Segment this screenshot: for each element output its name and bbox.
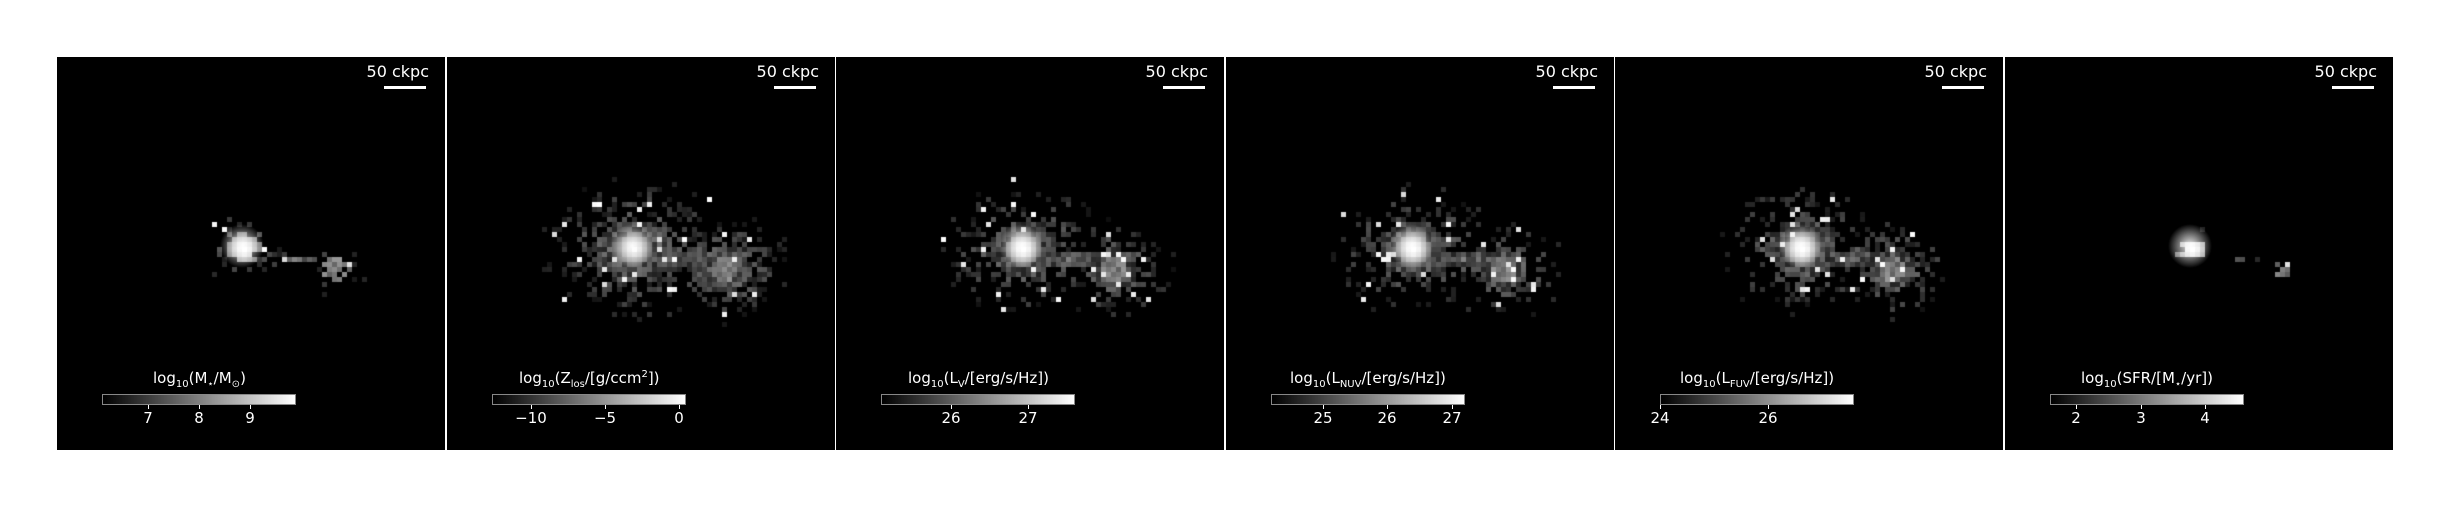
image-panel-5: 50 ckpc log10(LFUV/[erg/s/Hz]) 24 26 <box>1615 57 2003 450</box>
colorbar-tick-label: 0 <box>674 409 684 427</box>
colorbar-tick-label: 9 <box>245 409 255 427</box>
colorbar-title: log10(LNUV/[erg/s/Hz]) <box>1290 369 1446 390</box>
colorbar <box>1271 394 1465 405</box>
colorbar <box>1660 394 1854 405</box>
colorbar-title: log10(LV/[erg/s/Hz]) <box>908 369 1050 390</box>
colorbar-tick <box>2076 405 2077 409</box>
colorbar-tick <box>148 405 149 409</box>
colorbar-tick-label: 27 <box>1442 409 1462 427</box>
colorbar-tick <box>1323 405 1324 409</box>
scale-bar <box>384 86 426 89</box>
scale-bar-label: 50 ckpc <box>756 62 819 81</box>
colorbar <box>102 394 296 405</box>
colorbar-tick-label: 25 <box>1313 409 1333 427</box>
colorbar-tick-label: 27 <box>1018 409 1038 427</box>
colorbar-tick <box>2205 405 2206 409</box>
colorbar-tick <box>1387 405 1388 409</box>
image-panel-6: 50 ckpc log10(SFR/[M⋆/yr]) 2 3 4 <box>2005 57 2393 450</box>
colorbar <box>881 394 1075 405</box>
image-panel-4: 50 ckpc log10(LNUV/[erg/s/Hz]) 25 26 27 <box>1226 57 1614 450</box>
colorbar-tick <box>2141 405 2142 409</box>
map-image <box>836 57 1224 450</box>
scale-bar <box>2332 86 2374 89</box>
colorbar-tick-label: −5 <box>593 409 617 427</box>
colorbar <box>2050 394 2244 405</box>
colorbar-title: log10(SFR/[M⋆/yr]) <box>2081 369 2213 390</box>
colorbar-tick <box>250 405 251 409</box>
colorbar-tick <box>1768 405 1769 409</box>
colorbar-tick-label: 2 <box>2071 409 2081 427</box>
scale-bar-label: 50 ckpc <box>2314 62 2377 81</box>
colorbar-tick <box>1660 405 1661 409</box>
scale-bar-label: 50 ckpc <box>1924 62 1987 81</box>
colorbar-tick-label: 3 <box>2136 409 2146 427</box>
map-image <box>1226 57 1614 450</box>
colorbar-tick-label: 7 <box>143 409 153 427</box>
figure: 50 ckpc log10(M⋆/M⊙) 7 8 9 50 ckpc log10(Zlos/… <box>57 57 2393 450</box>
image-panel-3: 50 ckpc log10(LV/[erg/s/Hz]) 26 27 <box>836 57 1224 450</box>
colorbar-tick <box>199 405 200 409</box>
colorbar-tick <box>1028 405 1029 409</box>
scale-bar <box>1553 86 1595 89</box>
scale-bar <box>1163 86 1205 89</box>
scale-bar-label: 50 ckpc <box>1535 62 1598 81</box>
colorbar-tick-label: 4 <box>2200 409 2210 427</box>
colorbar-tick <box>605 405 606 409</box>
scale-bar-label: 50 ckpc <box>1145 62 1208 81</box>
colorbar-tick-label: 26 <box>1758 409 1778 427</box>
map-image <box>2005 57 2393 450</box>
colorbar-tick-label: −10 <box>515 409 547 427</box>
map-image <box>1615 57 2003 450</box>
map-image <box>447 57 835 450</box>
colorbar-title: log10(M⋆/M⊙) <box>153 369 246 390</box>
colorbar-tick <box>679 405 680 409</box>
colorbar-tick-label: 8 <box>194 409 204 427</box>
image-panel-1: 50 ckpc log10(M⋆/M⊙) 7 8 9 <box>57 57 445 450</box>
colorbar-tick <box>531 405 532 409</box>
colorbar-tick-label: 24 <box>1650 409 1670 427</box>
scale-bar <box>774 86 816 89</box>
map-image <box>57 57 445 450</box>
colorbar-title: log10(Zlos/[g/ccm2]) <box>519 369 660 390</box>
colorbar-tick <box>951 405 952 409</box>
colorbar-title: log10(LFUV/[erg/s/Hz]) <box>1680 369 1835 390</box>
colorbar <box>492 394 686 405</box>
colorbar-tick-label: 26 <box>1377 409 1397 427</box>
scale-bar-label: 50 ckpc <box>366 62 429 81</box>
colorbar-tick <box>1452 405 1453 409</box>
image-panel-2: 50 ckpc log10(Zlos/[g/ccm2]) −10 −5 0 <box>447 57 835 450</box>
scale-bar <box>1942 86 1984 89</box>
colorbar-tick-label: 26 <box>941 409 961 427</box>
